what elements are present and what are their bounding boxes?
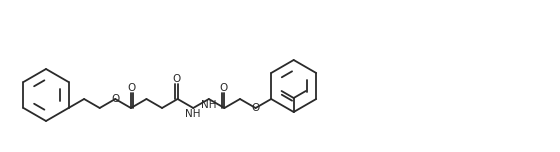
Text: O: O — [219, 83, 227, 93]
Text: O: O — [251, 103, 260, 113]
Text: NH: NH — [185, 109, 201, 119]
Text: NH: NH — [201, 100, 217, 110]
Text: O: O — [111, 94, 119, 104]
Text: O: O — [128, 83, 136, 93]
Text: O: O — [172, 74, 181, 84]
